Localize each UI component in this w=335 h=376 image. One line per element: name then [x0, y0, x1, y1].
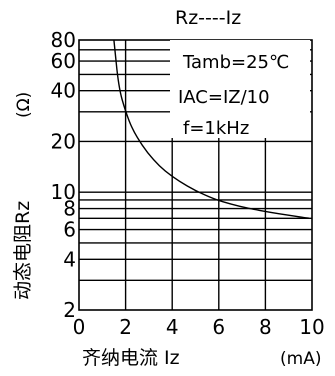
y-tick-label: 2: [63, 298, 76, 322]
annotation-freq: f=1kHz: [183, 118, 249, 139]
series-line: [113, 39, 311, 220]
y-tick-label: 80: [51, 28, 76, 52]
x-tick-label: 0: [73, 315, 86, 339]
y-tick-label: 60: [51, 49, 76, 73]
y-axis-label: 动态电阻Rz: [12, 201, 34, 300]
chart-title: Rz----Iz: [175, 7, 241, 29]
x-tick-label: 4: [166, 315, 179, 339]
y-tick-label: 8: [63, 197, 76, 221]
annotation-tamb: Tamb=25℃: [182, 52, 289, 73]
x-axis-unit: (mA): [280, 349, 321, 369]
annotation-iac: IAC=IZ/10: [178, 87, 270, 108]
x-tick-label: 6: [212, 315, 225, 339]
y-tick-label: 6: [63, 218, 76, 242]
y-tick-label: 10: [51, 180, 76, 204]
y-tick-label: 4: [63, 247, 76, 271]
x-tick-label: 8: [259, 315, 272, 339]
x-tick-label: 10: [299, 315, 324, 339]
y-tick-label: 40: [51, 79, 76, 103]
annotation-box: [170, 40, 310, 138]
x-tick-labels: 0 2 4 6 8 10: [73, 315, 325, 339]
y-axis-unit: (Ω): [14, 92, 34, 118]
x-axis-label: 齐纳电流 Iz: [82, 347, 180, 369]
y-tick-label: 20: [51, 129, 76, 153]
x-tick-label: 2: [119, 315, 132, 339]
